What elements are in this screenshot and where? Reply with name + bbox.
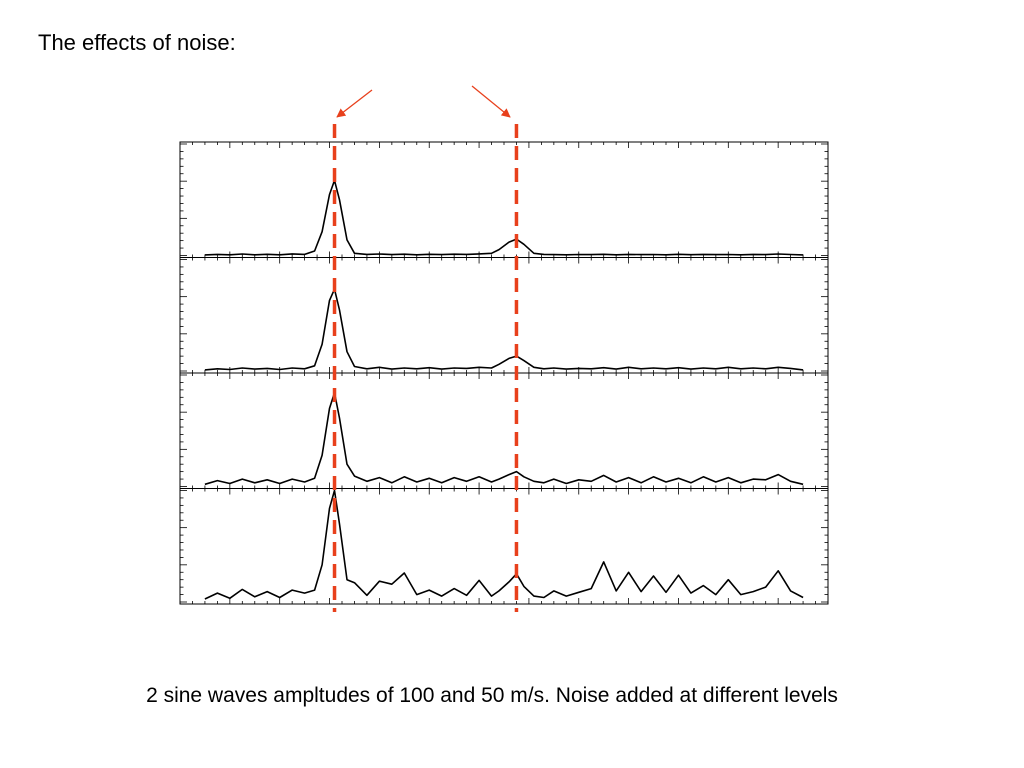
annotation-arrow-left — [336, 89, 373, 118]
panel-frame — [179, 141, 829, 258]
annotation-arrow-right — [471, 85, 511, 118]
series-line — [204, 288, 804, 371]
slide-title: The effects of noise: — [38, 30, 236, 55]
series-line — [204, 179, 804, 256]
series-line — [204, 391, 804, 486]
series-line — [204, 489, 804, 600]
panel-frame — [179, 257, 829, 374]
slide-caption: 2 sine waves ampltudes of 100 and 50 m/s… — [146, 684, 838, 707]
panel-frame — [179, 372, 829, 489]
